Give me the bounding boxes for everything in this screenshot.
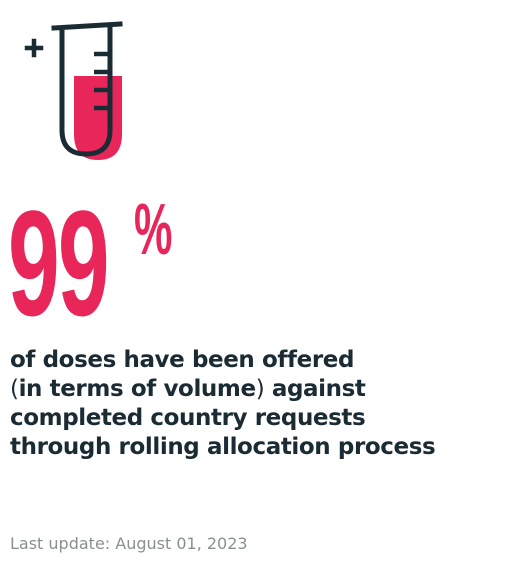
description-line-2-rest: against xyxy=(264,376,366,402)
paren-open: ( xyxy=(10,376,19,402)
description-line-2: (in terms of volume) against xyxy=(10,375,525,404)
test-tube-icon xyxy=(14,14,134,164)
description-line-1: of doses have been offered xyxy=(10,347,355,373)
stat-unit: % xyxy=(134,190,173,270)
paren-close: ) xyxy=(255,376,265,402)
description-line-3: completed country requests xyxy=(10,405,366,431)
last-update-text: Last update: August 01, 2023 xyxy=(10,534,248,553)
stat-description: of doses have been offered (in terms of … xyxy=(10,346,525,462)
stat-value: 99 xyxy=(8,179,110,347)
headline-stat: 99 % xyxy=(8,188,173,338)
description-emphasis: in terms of volume xyxy=(18,376,257,402)
description-line-4: through rolling allocation process xyxy=(10,434,436,460)
